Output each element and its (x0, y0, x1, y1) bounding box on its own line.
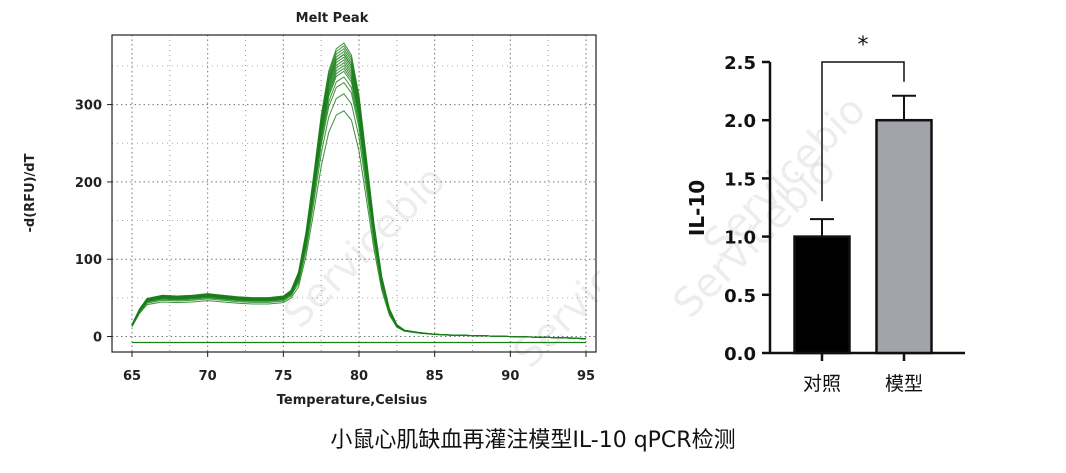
bar-y-tick-label: 1.0 (724, 228, 756, 249)
bar-y-tick-label: 2.0 (724, 111, 756, 132)
bar-y-tick-label: 1.5 (724, 169, 756, 190)
melt-x-label: Temperature,Celsius (277, 393, 428, 408)
melt-x-tick-label: 80 (350, 369, 368, 384)
melt-y-tick-label: 100 (75, 253, 102, 268)
watermark-text: Servicebio (275, 157, 455, 337)
bar-y-tick-label: 2.5 (724, 53, 756, 74)
melt-peak-chart: Melt Peak Servicebio Servicebio 65 70 75 80 8… (23, 11, 600, 408)
melt-x-tick-label: 65 (123, 369, 141, 384)
bar-y-axis: 0.0 0.5 1.0 1.5 2.0 2.5 (724, 53, 965, 365)
bar (875, 118, 933, 355)
melt-x-tick-label: 70 (199, 369, 217, 384)
significance-bracket: * (821, 33, 905, 202)
melt-x-tick-label: 95 (577, 369, 595, 384)
bar-y-tick-label: 0.5 (724, 286, 756, 307)
significance-line (821, 61, 905, 202)
melt-x-axis: 65 70 75 80 85 90 95 (123, 352, 595, 384)
melt-y-tick-label: 200 (75, 176, 102, 191)
melt-y-tick-label: 300 (75, 99, 102, 114)
melt-x-tick-label: 90 (501, 369, 519, 384)
bar (793, 235, 851, 355)
bar-y-tick-label: 0.0 (724, 344, 756, 365)
significance-marker: * (858, 33, 869, 58)
bar-y-label: IL-10 (685, 180, 709, 236)
melt-x-tick-label: 85 (426, 369, 444, 384)
melt-chart-title: Melt Peak (296, 11, 369, 26)
bars (793, 94, 933, 355)
bar-x-axis: 对照 模型 (803, 353, 923, 395)
bar-category-label: 对照 (803, 373, 841, 395)
bar-category-label: 模型 (885, 373, 923, 395)
figure-caption: 小鼠心肌缺血再灌注模型IL-10 qPCR检测 (330, 428, 736, 453)
melt-y-axis: 0 100 200 300 (75, 99, 112, 346)
melt-y-tick-label: 0 (93, 331, 102, 346)
melt-y-label: -d(RFU)/dT (23, 153, 38, 232)
melt-plot-frame (111, 34, 597, 353)
melt-curves (131, 42, 587, 344)
melt-curve (131, 42, 587, 340)
melt-watermarks: Servicebio Servicebio (275, 157, 600, 377)
melt-x-tick-label: 75 (274, 369, 292, 384)
